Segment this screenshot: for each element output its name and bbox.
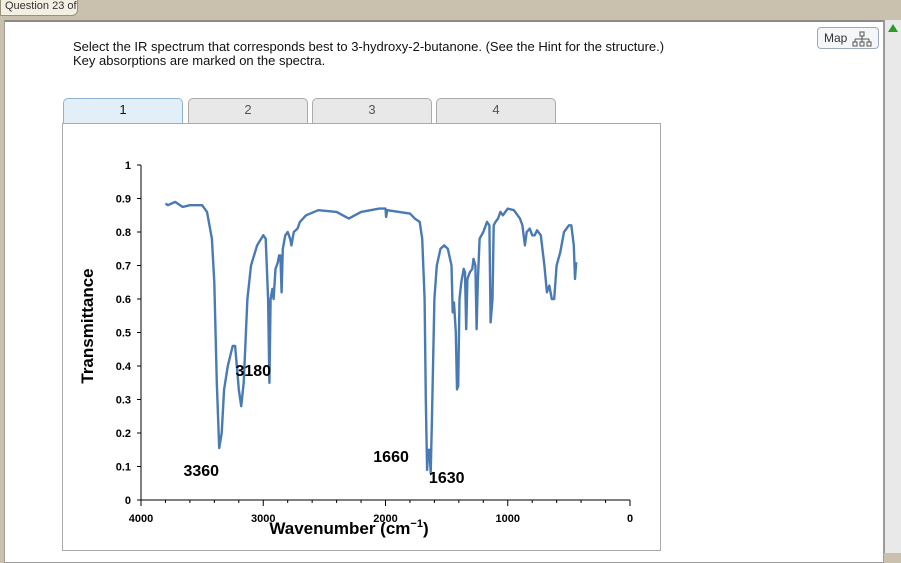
x-axis-label-sup: −1: [410, 518, 423, 530]
y-axis-label: Transmittance: [78, 268, 97, 383]
y-tick-label: 0: [125, 495, 131, 507]
question-tab[interactable]: Question 23 of 25: [0, 0, 78, 16]
y-tick-label: 0.3: [116, 395, 131, 407]
y-tick-label: 0.9: [116, 194, 131, 206]
y-tick-label: 0.7: [116, 261, 131, 273]
y-tick-label: 0.4: [116, 361, 132, 373]
scroll-up-icon[interactable]: [888, 24, 898, 32]
y-tick-label: 0.2: [116, 428, 131, 440]
y-tick-label: 0.6: [116, 294, 131, 306]
peak-label-1630: 1630: [429, 470, 465, 487]
y-tick-label: 0.8: [116, 227, 131, 239]
x-tick-label: 1000: [496, 513, 520, 525]
question-text: Select the IR spectrum that corresponds …: [73, 40, 809, 68]
x-tick-label: 3000: [251, 513, 275, 525]
tab-spectrum-2[interactable]: 2: [188, 98, 308, 124]
peak-label-1660: 1660: [373, 449, 409, 466]
x-axis-label: Wavenumber (cm−1): [269, 518, 428, 538]
x-tick-label: 2000: [373, 513, 397, 525]
map-button[interactable]: Map: [817, 27, 879, 49]
y-tick-label: 0.1: [116, 462, 131, 474]
tab-spectrum-1[interactable]: 1: [63, 98, 183, 124]
x-tick-label: 0: [627, 513, 633, 525]
spectrum-line: [164, 200, 578, 475]
x-axis-label-main: Wavenumber (cm: [269, 519, 410, 538]
map-label: Map: [824, 31, 848, 45]
x-tick-label: 4000: [129, 513, 153, 525]
tab-spectrum-4[interactable]: 4: [436, 98, 556, 124]
x-axis-label-close: ): [423, 519, 429, 538]
chart-container: Transmittance Wavenumber (cm−1) 0 0.1 0.2 0…: [62, 123, 661, 551]
peak-label-3360: 3360: [183, 463, 219, 480]
top-bar: Question 23 of 25: [0, 0, 901, 20]
question-panel: Select the IR spectrum that corresponds …: [4, 20, 884, 563]
ir-spectrum-chart: Transmittance Wavenumber (cm−1) 0 0.1 0.2 0…: [78, 160, 633, 538]
question-line-2: Key absorptions are marked on the spectr…: [73, 53, 326, 68]
tab-spectrum-3[interactable]: 3: [312, 98, 432, 124]
y-tick-label: 1: [125, 160, 131, 172]
y-tick-label: 0.5: [116, 328, 131, 340]
peak-label-3180: 3180: [235, 363, 271, 380]
question-line-1: Select the IR spectrum that corresponds …: [73, 39, 665, 54]
sitemap-icon: [852, 31, 872, 47]
scrollbar[interactable]: [884, 20, 901, 553]
